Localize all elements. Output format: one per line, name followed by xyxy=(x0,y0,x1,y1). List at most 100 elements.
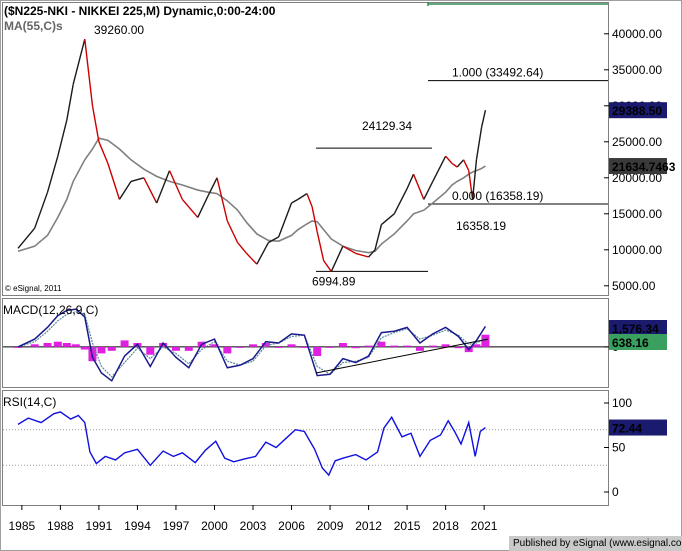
price-axis: 5000.00 10000.00 15000.00 20000.00 25000.00 3… xyxy=(604,27,662,293)
macd-histogram-bar xyxy=(338,343,347,347)
fib-1000-label: 1.000 (33492.64) xyxy=(452,66,543,80)
price-segment xyxy=(278,202,293,238)
price-segment xyxy=(197,195,209,218)
price-segment xyxy=(181,198,199,218)
price-segment xyxy=(306,193,313,207)
price-segment xyxy=(406,173,415,189)
x-tick-label: 1991 xyxy=(86,519,113,533)
rsi-value-badge-bg xyxy=(609,419,667,436)
ma-value-badge-bg xyxy=(609,158,667,175)
price-segment xyxy=(412,173,425,200)
watermark: © eSignal, 2011 xyxy=(5,284,62,293)
macd-histogram-bar xyxy=(14,346,22,348)
price-segment xyxy=(451,162,458,168)
macd-histogram-bar xyxy=(223,346,232,354)
price-segment xyxy=(330,245,344,272)
price-segment xyxy=(480,110,487,128)
fibonacci-guides xyxy=(316,2,608,272)
macd-histogram-bar xyxy=(326,346,335,348)
macd-title: MACD(12,26,9,C) xyxy=(3,303,98,317)
macd-histogram-bar xyxy=(53,341,62,347)
price-annotations: 39260.00 24129.34 6994.89 16358.19 1.000 (33… xyxy=(94,23,676,288)
macd-histogram-bar xyxy=(146,346,155,355)
macd-histogram-bar xyxy=(30,344,39,347)
macd-histogram-bar xyxy=(236,346,245,348)
x-tick-label: 2015 xyxy=(394,519,421,533)
macd-histogram-bar xyxy=(428,345,437,347)
price-segment xyxy=(17,227,36,249)
x-axis: 1985 1988 1991 1994 1997 2000 2003 2006 2009 2012… xyxy=(9,505,498,533)
x-tick-label: 1985 xyxy=(9,519,36,533)
macd-histogram-bar xyxy=(472,344,481,347)
price-segment xyxy=(143,177,158,204)
price-panel[interactable] xyxy=(2,2,609,296)
price-segment xyxy=(393,188,408,215)
rsi-value-badge: 72.44 xyxy=(612,422,642,436)
price-segment xyxy=(468,170,474,200)
rsi-title: RSI(14,C) xyxy=(3,395,56,409)
price-segment xyxy=(380,213,395,226)
price-tick-label: 40000.00 xyxy=(612,27,662,41)
low-16358-label: 16358.19 xyxy=(456,219,506,233)
signal-line xyxy=(17,311,486,378)
macd-histogram-bar xyxy=(184,346,193,351)
peak-label: 39260.00 xyxy=(94,23,144,37)
price-segment xyxy=(34,191,49,229)
macd-histogram-bar xyxy=(171,346,180,351)
macd-histogram-bar xyxy=(120,340,129,347)
price-segment xyxy=(98,141,109,164)
price-segment xyxy=(91,105,100,142)
signal-value-badge-bg xyxy=(609,334,667,350)
rsi-tick-label: 50 xyxy=(612,441,626,455)
macd-histogram-bar xyxy=(351,346,360,349)
price-tick-label: 35000.00 xyxy=(612,63,662,77)
high-24129-label: 24129.34 xyxy=(362,119,412,133)
price-segment xyxy=(237,242,248,254)
macd-histogram-bar xyxy=(403,345,412,347)
price-segment xyxy=(423,181,434,200)
x-tick-label: 2018 xyxy=(432,519,459,533)
x-tick-label: 2000 xyxy=(201,519,228,533)
price-segment xyxy=(207,177,218,197)
price-segment xyxy=(316,231,325,261)
macd-histogram-bar xyxy=(287,344,296,347)
ma-value-badge: 21634.7463 xyxy=(612,160,676,174)
x-tick-label: 2021 xyxy=(471,519,498,533)
macd-panel[interactable] xyxy=(2,298,609,388)
price-segment xyxy=(355,252,369,258)
price-segment xyxy=(445,155,453,164)
ma-line xyxy=(17,137,486,254)
rsi-series-group xyxy=(3,411,608,477)
macd-histogram-bar xyxy=(43,343,52,347)
macd-histogram-bar xyxy=(159,343,168,347)
macd-histogram-bar xyxy=(390,345,399,347)
price-segment xyxy=(168,170,184,200)
macd-histogram-bar xyxy=(364,345,373,347)
price-segment xyxy=(291,198,299,204)
price-segment xyxy=(456,159,465,168)
macd-trendline xyxy=(315,338,489,374)
price-series-group xyxy=(17,38,487,272)
price-segment xyxy=(462,159,470,171)
macd-histogram-bar xyxy=(481,334,490,347)
ma-legend: MA(55,C)s xyxy=(4,19,63,33)
price-segment xyxy=(475,127,483,160)
price-segment xyxy=(226,220,239,243)
price-segment xyxy=(342,245,357,255)
macd-histogram-bar xyxy=(71,344,80,347)
price-segment xyxy=(432,155,447,182)
price-tick-label: 15000.00 xyxy=(612,207,662,221)
rsi-axis: 0 50 100 72.44 xyxy=(604,396,667,499)
macd-histogram-bar xyxy=(415,346,424,351)
price-segment xyxy=(72,38,86,85)
macd-histogram-bar xyxy=(210,344,219,347)
price-segment xyxy=(46,156,59,193)
price-segment xyxy=(57,120,68,157)
price-segment xyxy=(84,39,94,106)
macd-histogram-bar xyxy=(274,346,283,348)
price-segment xyxy=(156,170,171,204)
price-segment xyxy=(297,193,308,200)
x-tick-label: 2012 xyxy=(355,519,382,533)
